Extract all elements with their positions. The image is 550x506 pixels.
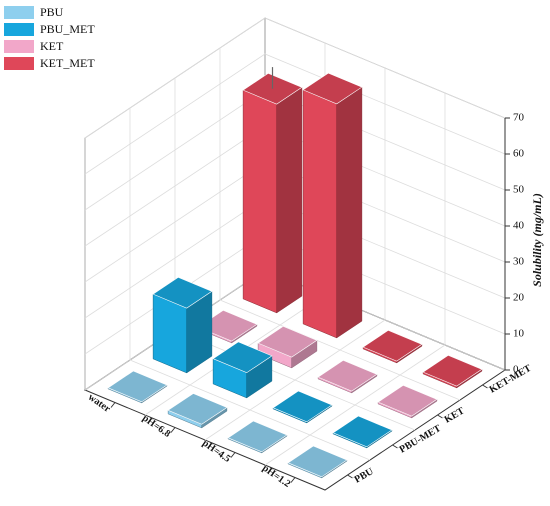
bar-top [287, 445, 348, 478]
bar [107, 370, 168, 404]
bar-top [212, 341, 273, 374]
bar [377, 384, 438, 419]
bar-top [377, 384, 438, 417]
wall-grid-line [129, 359, 371, 461]
x-tick-label: pH=6.8 [140, 413, 172, 440]
bar [242, 72, 303, 314]
bar [317, 359, 378, 394]
bar-top [302, 72, 363, 105]
z-tick-label: 50 [513, 184, 525, 196]
legend-swatch [4, 57, 34, 70]
legend-swatch [4, 23, 34, 36]
y-tick-label: PBU-MET [398, 423, 444, 456]
bar-top [317, 359, 378, 392]
bar [362, 329, 423, 364]
z-tick-label: 60 [513, 148, 525, 160]
z-tick-label: 70 [513, 112, 525, 124]
y-tick-label: KET [443, 405, 467, 425]
y-tick [392, 444, 398, 449]
bar [257, 325, 318, 369]
y-tick [482, 384, 488, 389]
x-tick-label: pH=4.5 [200, 438, 232, 465]
legend-label: KET [40, 39, 64, 53]
bar [272, 390, 333, 424]
bar-front [302, 89, 337, 339]
bar-top [272, 390, 333, 423]
bar-front [242, 89, 277, 314]
bar [167, 393, 228, 429]
z-tick-label: 10 [513, 328, 525, 340]
bar-top [332, 415, 393, 448]
y-tick [347, 474, 353, 479]
y-tick-label: KET-MET [488, 363, 534, 396]
legend-swatch [4, 40, 34, 53]
wall-grid-line [174, 329, 416, 431]
bar-top [257, 325, 318, 358]
bar [422, 354, 483, 389]
bar [287, 445, 348, 479]
grid-line [84, 17, 506, 139]
bar-top [227, 420, 288, 453]
x-tick [230, 452, 236, 458]
legend-label: PBU [40, 5, 64, 19]
z-tick-label: 20 [513, 292, 525, 304]
x-tick [290, 477, 296, 483]
grid-line [84, 53, 506, 175]
y-tick [437, 414, 443, 419]
wall-grid-line [219, 299, 461, 401]
bar [332, 415, 393, 449]
bar-top [362, 329, 423, 362]
bar-top [422, 354, 483, 387]
bar-top [107, 370, 168, 403]
legend-label: KET_MET [40, 56, 95, 70]
z-tick-label: 0 [513, 364, 519, 376]
bar [212, 341, 273, 399]
z-tick-label: 40 [513, 220, 525, 232]
legend-label: PBU_MET [40, 22, 95, 36]
z-tick-label: 30 [513, 256, 525, 268]
x-tick [170, 427, 176, 433]
bar-top [167, 393, 228, 425]
legend-swatch [4, 6, 34, 19]
bar-top [152, 276, 213, 309]
z-axis-label: Solubility (mg/mL) [530, 193, 544, 287]
bar [152, 276, 213, 374]
x-tick-label: water [86, 392, 113, 415]
bar-side [336, 86, 363, 339]
x-tick [110, 402, 116, 408]
bar [302, 72, 363, 339]
bar-side [276, 86, 303, 314]
bar [227, 420, 288, 454]
bar-top [197, 309, 258, 342]
x-tick-label: pH=1.2 [260, 463, 292, 490]
